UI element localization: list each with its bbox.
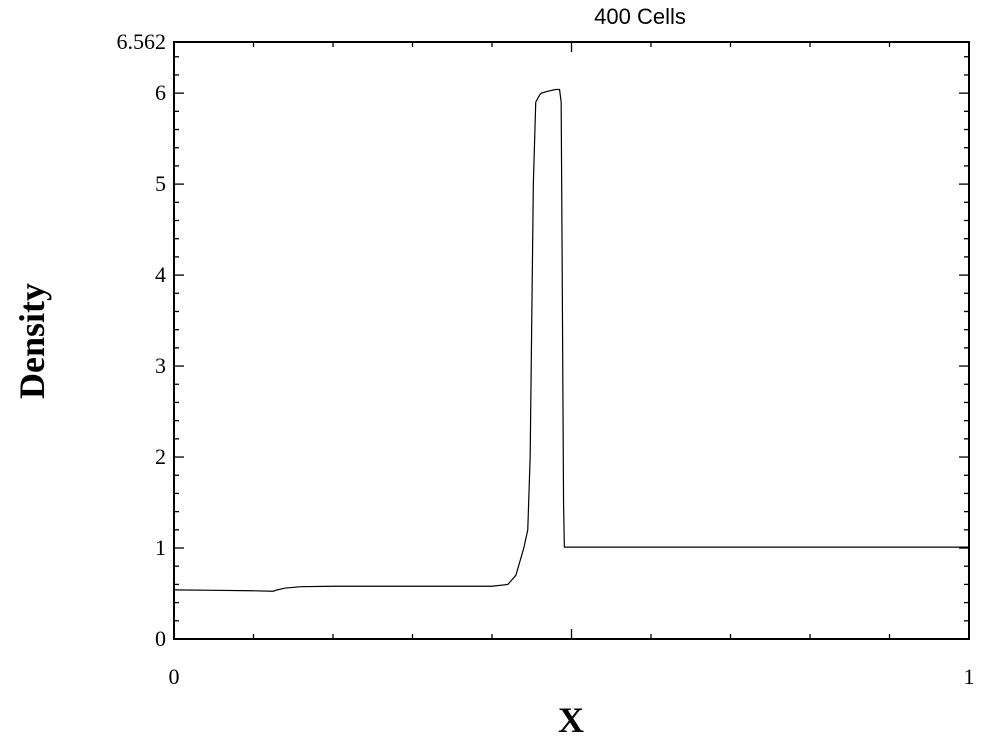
- y-tick-label: 0: [155, 626, 166, 651]
- series-layer: [173, 88, 969, 592]
- y-tick-label: 6: [155, 80, 166, 105]
- series-line: [173, 88, 969, 592]
- x-axis-title: X: [558, 700, 584, 740]
- plot-frame: [173, 41, 970, 640]
- chart-title: 400 Cells: [594, 4, 686, 29]
- y-axis-title: Density: [12, 283, 52, 399]
- x-tick-label: 1: [964, 664, 975, 689]
- tick-labels: 0 1 2 3 4 5 6 6.562 0 1: [117, 29, 975, 689]
- y-tick-label: 6.562: [117, 29, 167, 54]
- y-tick-label: 4: [155, 262, 166, 287]
- y-tick-label: 5: [155, 171, 166, 196]
- axis-ticks: [173, 42, 970, 640]
- y-tick-label: 3: [155, 353, 166, 378]
- x-tick-label: 0: [169, 664, 180, 689]
- y-tick-label: 1: [155, 535, 166, 560]
- y-tick-label: 2: [155, 444, 166, 469]
